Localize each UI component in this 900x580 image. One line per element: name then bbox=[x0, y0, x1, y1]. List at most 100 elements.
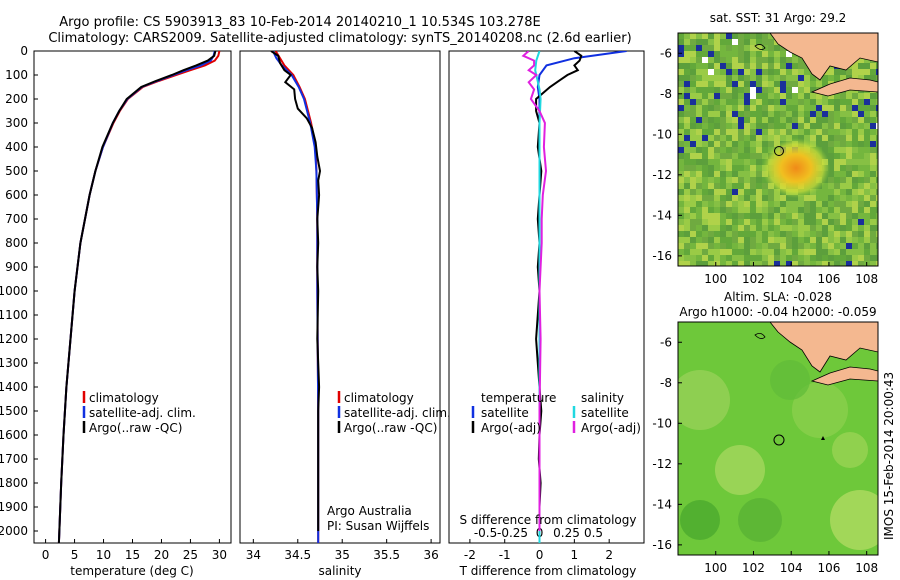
sst-cell bbox=[828, 135, 834, 141]
x-tick-label: 35.5 bbox=[373, 548, 400, 562]
sst-cell bbox=[726, 63, 732, 69]
sst-cell bbox=[732, 105, 738, 111]
sst-cell bbox=[714, 249, 720, 255]
sst-cell bbox=[726, 159, 732, 165]
sst-cell bbox=[864, 189, 870, 195]
sst-cell bbox=[690, 261, 696, 266]
sst-cell bbox=[858, 159, 864, 165]
sst-cell bbox=[816, 225, 822, 231]
sst-cell bbox=[702, 195, 708, 201]
sst-cell bbox=[858, 99, 864, 105]
sst-cell bbox=[714, 45, 720, 51]
sst-cell bbox=[870, 195, 876, 201]
sst-cell bbox=[726, 249, 732, 255]
sst-cell bbox=[720, 57, 726, 63]
sst-cell bbox=[696, 93, 702, 99]
sst-cell bbox=[852, 153, 858, 159]
sst-cell bbox=[732, 261, 738, 266]
sst-cell bbox=[810, 117, 816, 123]
map-y-tick-label: -16 bbox=[652, 538, 672, 552]
sst-cell bbox=[858, 213, 864, 219]
difference-panel: -2 -1 0 1 2-0.5 -0.25 0 0.25 0.5 temperature sat… bbox=[448, 50, 645, 578]
sst-cell bbox=[870, 255, 876, 261]
sst-cell bbox=[828, 237, 834, 243]
depth-tick-label: 1600 bbox=[0, 428, 28, 442]
sst-cell bbox=[852, 147, 858, 153]
legend-label-s-argo: Argo(-adj) bbox=[581, 421, 641, 435]
sst-cell bbox=[876, 75, 878, 81]
sst-cell bbox=[762, 255, 768, 261]
sst-cell bbox=[810, 243, 816, 249]
sst-cell bbox=[786, 213, 792, 219]
sst-cell bbox=[708, 45, 714, 51]
sst-cell bbox=[690, 99, 696, 105]
sst-cell bbox=[750, 153, 756, 159]
sst-cell bbox=[828, 123, 834, 129]
sst-cell bbox=[726, 183, 732, 189]
sst-cell bbox=[678, 231, 684, 237]
sst-cell bbox=[810, 261, 816, 266]
sst-cell bbox=[798, 249, 804, 255]
sst-cell bbox=[750, 225, 756, 231]
sst-cell bbox=[678, 219, 684, 225]
sst-cell bbox=[816, 81, 822, 87]
sst-cell bbox=[678, 63, 684, 69]
sst-cell bbox=[774, 117, 780, 123]
salinity-series bbox=[270, 51, 322, 543]
sst-cell bbox=[690, 141, 696, 147]
sst-cell bbox=[762, 87, 768, 93]
sst-cell bbox=[810, 105, 816, 111]
sst-cell bbox=[756, 249, 762, 255]
sst-cell bbox=[732, 255, 738, 261]
sst-cell bbox=[852, 237, 858, 243]
sst-cell bbox=[774, 237, 780, 243]
legend-title-temperature: temperature bbox=[481, 391, 556, 405]
sst-cell bbox=[810, 135, 816, 141]
sst-cell bbox=[696, 57, 702, 63]
sst-cell bbox=[846, 189, 852, 195]
sst-cell bbox=[834, 213, 840, 219]
sst-cell bbox=[678, 237, 684, 243]
sst-cell bbox=[840, 129, 846, 135]
sst-cell bbox=[690, 75, 696, 81]
sst-cell bbox=[816, 123, 822, 129]
sst-cell bbox=[702, 129, 708, 135]
sst-cell bbox=[774, 93, 780, 99]
sst-cell bbox=[774, 135, 780, 141]
sst-cell bbox=[828, 129, 834, 135]
sst-cell bbox=[852, 123, 858, 129]
depth-tick-label: 300 bbox=[5, 116, 28, 130]
sst-cell bbox=[834, 159, 840, 165]
sst-cell bbox=[834, 99, 840, 105]
sst-cell bbox=[870, 249, 876, 255]
sst-cell bbox=[876, 171, 878, 177]
sst-cell bbox=[708, 231, 714, 237]
sst-cell bbox=[804, 135, 810, 141]
sst-cell bbox=[756, 123, 762, 129]
sst-cell bbox=[696, 33, 702, 39]
sst-cell bbox=[696, 147, 702, 153]
sst-cell bbox=[696, 183, 702, 189]
sst-cell bbox=[696, 165, 702, 171]
sst-cell bbox=[744, 165, 750, 171]
sst-cell bbox=[852, 111, 858, 117]
land-java bbox=[810, 366, 878, 386]
sst-cell bbox=[720, 255, 726, 261]
legend-label-satellite: satellite-adj. clim. bbox=[89, 406, 196, 420]
sst-cell bbox=[774, 75, 780, 81]
sst-cell bbox=[870, 207, 876, 213]
sst-cell bbox=[840, 183, 846, 189]
sla-blob bbox=[830, 490, 878, 550]
sst-cell bbox=[858, 201, 864, 207]
sst-cell bbox=[696, 45, 702, 51]
sst-cell bbox=[876, 99, 878, 105]
sla-map-frame bbox=[677, 321, 879, 556]
sst-cell bbox=[798, 225, 804, 231]
map-y-tick-label: -10 bbox=[652, 416, 672, 430]
sst-cell bbox=[732, 99, 738, 105]
sst-cell bbox=[876, 135, 878, 141]
sst-cell bbox=[786, 81, 792, 87]
sst-cell bbox=[684, 75, 690, 81]
sst-cell bbox=[774, 45, 780, 51]
